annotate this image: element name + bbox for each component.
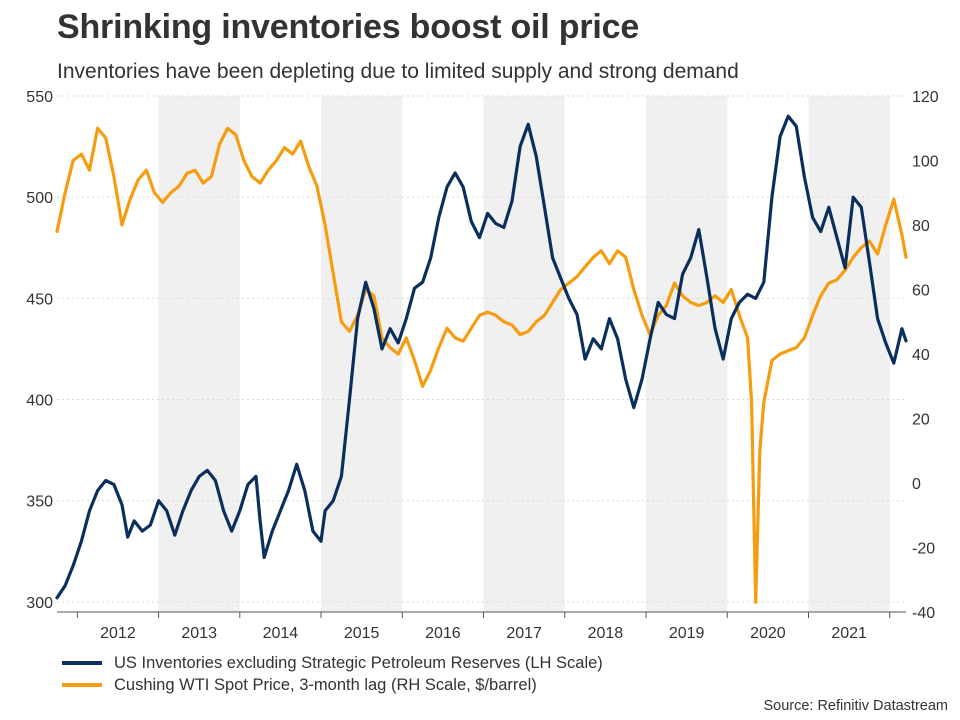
shade-band-2021 <box>808 96 890 612</box>
y-right-tick-label: 0 <box>912 476 921 493</box>
x-tick-label: 2012 <box>100 625 136 642</box>
x-tick-label: 2020 <box>750 625 786 642</box>
legend: US Inventories excluding Strategic Petro… <box>62 652 603 696</box>
y-right-tick-label: 40 <box>912 347 930 364</box>
wti-line <box>55 126 908 604</box>
y-right-tick-label: 20 <box>912 412 930 429</box>
y-right-tick-label: 100 <box>912 154 939 171</box>
legend-item-wti: Cushing WTI Spot Price, 3-month lag (RH … <box>62 674 603 696</box>
legend-swatch-inventories <box>62 661 102 665</box>
y-right-tick-label: -40 <box>912 605 935 622</box>
shade-band-2017 <box>483 96 565 612</box>
year-shading <box>158 96 890 612</box>
legend-label-wti: Cushing WTI Spot Price, 3-month lag (RH … <box>114 675 537 694</box>
x-tick-label: 2018 <box>588 625 624 642</box>
right-y-axis: -40 -20 0 20 40 60 80 100 120 <box>912 89 939 622</box>
gridlines <box>57 95 906 603</box>
legend-swatch-wti <box>62 683 102 687</box>
shade-band-2013 <box>158 96 240 612</box>
x-tick-label: 2015 <box>344 625 380 642</box>
y-right-tick-label: 80 <box>912 218 930 235</box>
y-right-tick-label: -20 <box>912 541 935 558</box>
shade-band-2015 <box>321 96 403 612</box>
y-left-tick-label: 450 <box>26 291 53 308</box>
x-tick-label: 2013 <box>181 625 217 642</box>
chart-title: Shrinking inventories boost oil price <box>57 8 640 46</box>
y-left-tick-label: 400 <box>26 393 53 410</box>
series-lines <box>55 114 908 604</box>
x-tick-label: 2019 <box>669 625 705 642</box>
x-tick-label: 2014 <box>263 625 299 642</box>
legend-label-inventories: US Inventories excluding Strategic Petro… <box>114 653 603 672</box>
y-left-tick-label: 550 <box>26 89 53 106</box>
legend-item-inventories: US Inventories excluding Strategic Petro… <box>62 652 603 674</box>
y-right-tick-label: 120 <box>912 89 939 106</box>
inventories-line <box>55 114 908 600</box>
shade-band-2019 <box>646 96 728 612</box>
x-tick-label: 2021 <box>831 625 867 642</box>
x-tick-label: 2017 <box>506 625 542 642</box>
x-tick-label: 2016 <box>425 625 461 642</box>
y-left-tick-label: 500 <box>26 190 53 207</box>
y-left-tick-label: 300 <box>26 595 53 612</box>
left-y-axis: 300 350 400 450 500 550 <box>26 89 53 612</box>
source-note: Source: Refinitiv Datastream <box>763 698 948 714</box>
x-axis-ticks: 2012 2013 2014 2015 2016 2017 2018 2019 2020 2021 <box>76 612 891 642</box>
y-right-tick-label: 60 <box>912 283 930 300</box>
chart-subtitle: Inventories have been depleting due to l… <box>57 60 739 83</box>
y-left-tick-label: 350 <box>26 494 53 511</box>
